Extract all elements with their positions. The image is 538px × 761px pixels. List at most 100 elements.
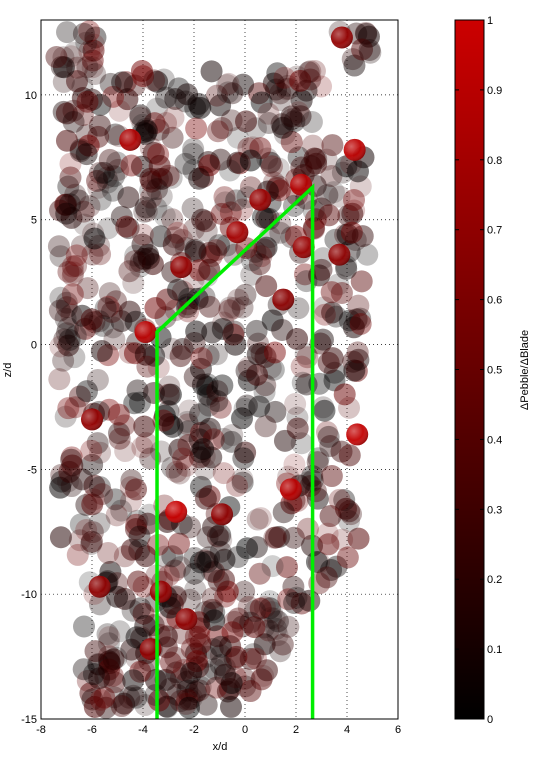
pebble — [269, 221, 292, 244]
pebble — [216, 580, 239, 603]
pebble — [198, 485, 221, 508]
pebble — [255, 659, 278, 682]
highlighted-pebble — [170, 256, 193, 279]
pebble — [195, 419, 218, 442]
pebble — [55, 296, 78, 319]
pebble — [209, 94, 232, 117]
pebble — [198, 154, 221, 177]
pebble — [105, 504, 128, 527]
pebble — [321, 301, 344, 324]
pebble — [197, 344, 220, 367]
pebble — [89, 441, 112, 464]
pebble — [257, 619, 280, 642]
highlighted-pebble — [290, 173, 313, 196]
pebble — [211, 374, 234, 397]
pebble — [261, 309, 284, 332]
pebble — [75, 380, 98, 403]
pebble — [129, 251, 152, 274]
pebble — [45, 46, 68, 69]
pebble — [102, 648, 125, 671]
pebble — [340, 503, 363, 526]
y-tick-labels: -15 -10 -5 0 5 10 — [21, 90, 37, 726]
pebble — [160, 337, 183, 360]
pebble — [123, 74, 146, 97]
highlighted-pebble — [175, 608, 198, 631]
pebble — [287, 101, 310, 124]
pebble — [320, 559, 343, 582]
pebble — [227, 607, 250, 630]
colorbar-tick-label: 0.8 — [487, 155, 502, 167]
pebble — [226, 151, 249, 174]
pebble — [225, 189, 248, 212]
pebble — [60, 475, 83, 498]
pebble — [103, 671, 126, 694]
pebble — [347, 527, 370, 550]
pebble — [350, 270, 373, 293]
pebble — [201, 637, 224, 660]
pebble — [267, 157, 290, 180]
pebble — [69, 513, 92, 536]
pebble — [97, 632, 120, 655]
pebble — [223, 243, 246, 266]
pebble — [52, 56, 75, 79]
pebble — [65, 70, 88, 93]
pebble — [172, 447, 195, 470]
pebble — [317, 425, 340, 448]
pebble — [81, 521, 104, 544]
pebble — [60, 45, 83, 68]
pebble — [82, 663, 105, 686]
pebble — [338, 500, 361, 523]
pebble — [161, 208, 184, 231]
pebble — [52, 70, 75, 93]
pebble — [198, 241, 221, 264]
pebble — [264, 526, 287, 549]
pebble — [97, 541, 120, 564]
pebble — [117, 217, 140, 240]
colorbar-tick-label: 0.4 — [487, 434, 502, 446]
colorbar-tick-label: 0.6 — [487, 295, 502, 307]
pebble — [269, 89, 292, 112]
pebble — [175, 692, 198, 715]
pebble — [106, 585, 129, 608]
pebble — [226, 126, 249, 149]
pebble — [208, 234, 231, 257]
pebble — [180, 661, 203, 684]
pebble — [65, 244, 88, 267]
pebble — [118, 300, 141, 323]
pebble — [108, 620, 131, 643]
pebble — [98, 658, 121, 681]
pebble — [212, 427, 235, 450]
pebble — [76, 90, 99, 113]
pebble — [266, 610, 289, 633]
colorbar-tick-label: 0.9 — [487, 85, 502, 97]
x-tick-label: 4 — [344, 724, 350, 736]
pebble — [312, 396, 335, 419]
pebble — [124, 244, 147, 267]
pebble — [49, 476, 72, 499]
pebble — [349, 307, 372, 330]
pebble — [242, 643, 265, 666]
pebble — [198, 385, 221, 408]
pebble — [184, 578, 207, 601]
pebble — [218, 296, 241, 319]
plot-frame — [40, 19, 399, 720]
pebble — [180, 687, 203, 710]
pebble — [159, 651, 182, 674]
pebble — [164, 299, 187, 322]
pebble — [80, 88, 103, 111]
pebble — [182, 137, 205, 160]
pebble — [190, 421, 213, 444]
pebble — [61, 255, 84, 278]
pebble — [206, 380, 229, 403]
pebble — [131, 436, 154, 459]
pebble — [319, 435, 342, 458]
pebble — [191, 373, 214, 396]
pebble — [299, 68, 322, 91]
pebble — [298, 589, 321, 612]
pebble — [131, 113, 154, 136]
pebble — [186, 287, 209, 310]
x-tick-labels: -8 -6 -4 -2 0 2 4 6 — [36, 724, 401, 736]
highlighted-pebble — [343, 138, 366, 161]
pebble — [59, 166, 82, 189]
pebble — [273, 429, 296, 452]
